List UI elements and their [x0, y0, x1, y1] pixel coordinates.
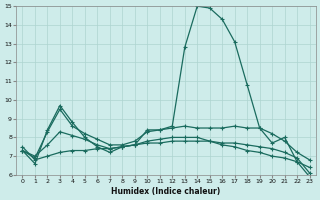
- X-axis label: Humidex (Indice chaleur): Humidex (Indice chaleur): [111, 187, 221, 196]
